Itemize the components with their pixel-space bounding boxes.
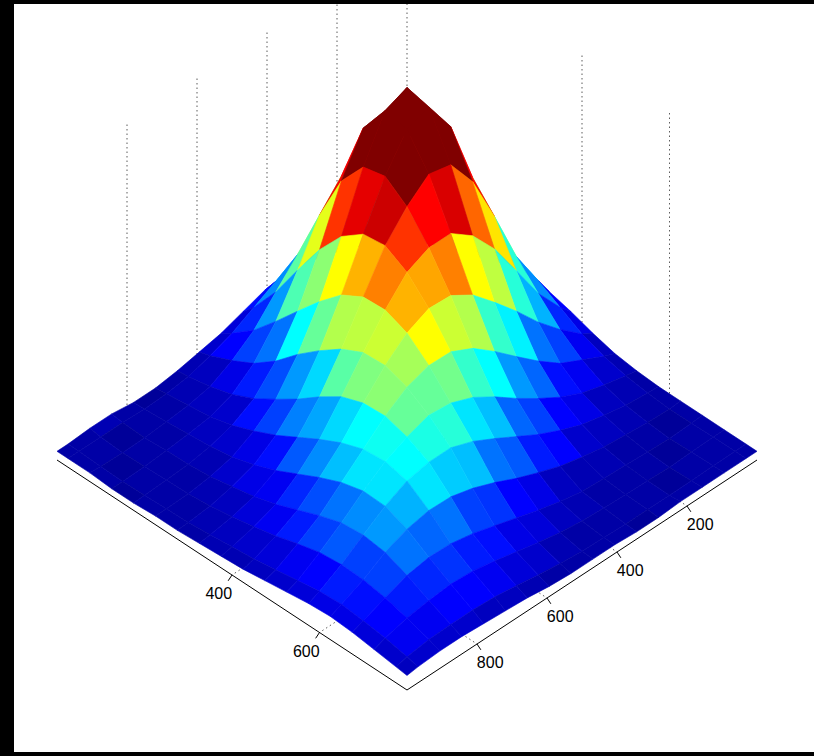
y-tick-label: 600 (547, 608, 574, 625)
axes: 400 600 200 400 600 800 (57, 460, 757, 690)
x-tick-label: 400 (205, 585, 232, 602)
x-grid-line (582, 55, 583, 345)
y-axis-line (407, 460, 757, 690)
y-tick (617, 552, 621, 558)
chart: 400 600 200 400 600 800 (0, 0, 814, 756)
plot-area (57, 4, 757, 676)
y-tick (547, 598, 551, 604)
y-tick (687, 506, 691, 512)
x-grid-line (669, 113, 670, 403)
y-grid-line (197, 78, 198, 368)
grid (127, 4, 687, 644)
y-tick (477, 644, 481, 650)
surface-cell (396, 657, 418, 676)
x-tick (316, 633, 320, 639)
x-axis-line (57, 460, 407, 690)
y-grid-line (127, 124, 128, 414)
surface (57, 88, 757, 676)
y-tick-label: 800 (477, 654, 504, 671)
x-tick (228, 575, 232, 581)
y-grid-line (127, 414, 477, 644)
plot-background (14, 4, 814, 752)
y-tick-label: 200 (687, 516, 714, 533)
x-tick-label: 600 (293, 643, 320, 660)
y-tick-label: 400 (617, 562, 644, 579)
y-grid-line (267, 32, 268, 322)
